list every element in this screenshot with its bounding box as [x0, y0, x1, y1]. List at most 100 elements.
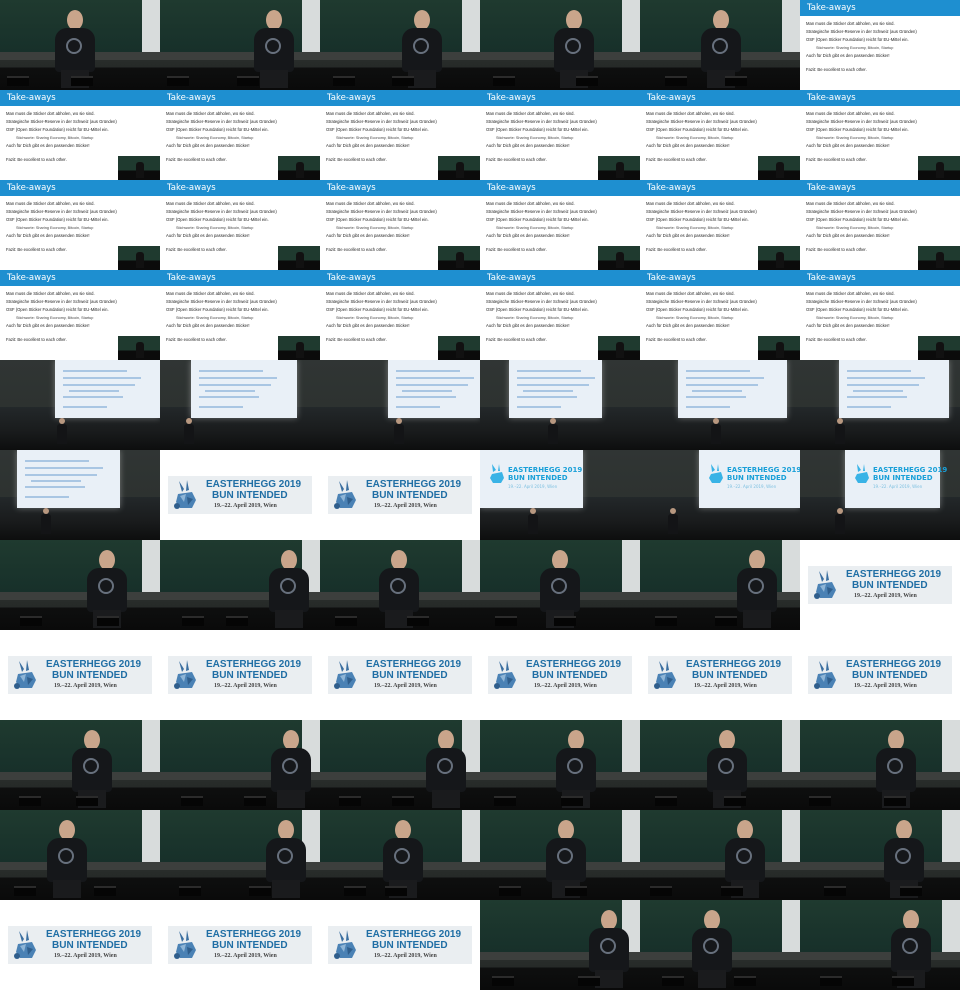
slide-thumbnail[interactable]: Take-aways Man muss die Sticker dort abh…: [480, 90, 640, 180]
title-card-thumbnail[interactable]: EASTERHEGG 2019 BUN INTENDED 19.–22. Apr…: [160, 630, 320, 720]
projected-text-line: [63, 377, 141, 379]
rabbit-logo-icon: [334, 930, 356, 959]
event-name: EASTERHEGG 2019: [206, 929, 302, 940]
slide-bullet: Auch für Dich gibt es den passenden Stic…: [326, 233, 410, 238]
speaker-camera-thumbnail[interactable]: [320, 720, 480, 810]
room-wide-thumbnail[interactable]: EASTERHEGG 2019 BUN INTENDED 19.–22. Apr…: [800, 450, 960, 540]
slide-thumbnail[interactable]: Take-aways Man muss die Sticker dort abh…: [160, 180, 320, 270]
slide-thumbnail[interactable]: Take-aways Man muss die Sticker dort abh…: [320, 90, 480, 180]
slide-thumbnail[interactable]: Take-aways Man muss die Sticker dort abh…: [480, 270, 640, 360]
stage-edge: [0, 592, 160, 600]
room-wide-thumbnail[interactable]: [160, 360, 320, 450]
title-card-thumbnail[interactable]: EASTERHEGG 2019 BUN INTENDED 19.–22. Apr…: [160, 450, 320, 540]
speaker-camera-thumbnail[interactable]: [160, 720, 320, 810]
title-card-thumbnail[interactable]: EASTERHEGG 2019 BUN INTENDED 19.–22. Apr…: [480, 630, 640, 720]
speaker-camera-thumbnail[interactable]: [0, 0, 160, 90]
speaker-camera-thumbnail[interactable]: [480, 720, 640, 810]
speaker-camera-thumbnail[interactable]: [640, 0, 800, 90]
title-card-thumbnail[interactable]: EASTERHEGG 2019 BUN INTENDED 19.–22. Apr…: [640, 630, 800, 720]
projected-text-line: [199, 384, 271, 386]
slide-bullet-list: Man muss die Sticker dort abholen, wo si…: [646, 200, 796, 254]
room-wide-thumbnail[interactable]: [480, 360, 640, 450]
slide-thumbnail[interactable]: Take-aways Man muss die Sticker dort abh…: [320, 270, 480, 360]
speaker-camera-thumbnail[interactable]: [320, 0, 480, 90]
title-card-thumbnail[interactable]: EASTERHEGG 2019 BUN INTENDED 19.–22. Apr…: [0, 900, 160, 990]
speaker-camera-thumbnail[interactable]: [480, 540, 640, 630]
slide-thumbnail[interactable]: Take-aways Man muss die Sticker dort abh…: [800, 180, 960, 270]
room-wide-thumbnail[interactable]: EASTERHEGG 2019 BUN INTENDED 19.–22. Apr…: [480, 450, 640, 540]
speaker-figure: [552, 4, 596, 88]
speaker-figure: [548, 418, 558, 444]
slide-thumbnail[interactable]: Take-aways Man muss die Sticker dort abh…: [640, 90, 800, 180]
room-wide-thumbnail[interactable]: [320, 360, 480, 450]
picture-in-picture-camera: [598, 246, 640, 270]
speaker-camera-thumbnail[interactable]: [0, 810, 160, 900]
title-card-thumbnail[interactable]: EASTERHEGG 2019 BUN INTENDED 19.–22. Apr…: [800, 630, 960, 720]
speaker-head: [281, 550, 297, 570]
slide-thumbnail[interactable]: Take-aways Man muss die Sticker dort abh…: [640, 270, 800, 360]
slide-thumbnail[interactable]: Take-aways Man muss die Sticker dort abh…: [320, 180, 480, 270]
laptop-icon: [824, 886, 846, 896]
slide-bullet: Stichworte: Sharing Economy, Bitcoin, St…: [176, 226, 254, 230]
easterhegg-banner: EASTERHEGG 2019 BUN INTENDED 19.–22. Apr…: [168, 926, 312, 964]
stage-edge: [640, 862, 800, 870]
speaker-camera-thumbnail[interactable]: [640, 900, 800, 990]
room-wide-thumbnail[interactable]: [0, 360, 160, 450]
slide-bullet: OSF (Open Sticker Foundation) reicht für…: [486, 127, 589, 132]
speaker-camera-thumbnail[interactable]: [0, 720, 160, 810]
laptop-icon: [493, 76, 515, 86]
speaker-camera-thumbnail[interactable]: [800, 810, 960, 900]
speaker-camera-thumbnail[interactable]: [160, 810, 320, 900]
stage-edge: [320, 772, 480, 780]
title-card-thumbnail[interactable]: EASTERHEGG 2019 BUN INTENDED 19.–22. Apr…: [320, 630, 480, 720]
speaker-camera-thumbnail[interactable]: [160, 0, 320, 90]
speaker-camera-thumbnail[interactable]: [0, 540, 160, 630]
speaker-camera-thumbnail[interactable]: [640, 720, 800, 810]
room-wide-thumbnail[interactable]: [800, 360, 960, 450]
slide-thumbnail[interactable]: Take-aways Man muss die Sticker dort abh…: [800, 0, 960, 90]
speaker-camera-thumbnail[interactable]: [480, 0, 640, 90]
slide-thumbnail[interactable]: Take-aways Man muss die Sticker dort abh…: [800, 270, 960, 360]
room-wide-thumbnail[interactable]: [0, 450, 160, 540]
speaker-camera-thumbnail[interactable]: [480, 900, 640, 990]
title-card-thumbnail[interactable]: EASTERHEGG 2019 BUN INTENDED 19.–22. Apr…: [0, 630, 160, 720]
laptop-icon: [182, 616, 204, 626]
slide-thumbnail[interactable]: Take-aways Man muss die Sticker dort abh…: [0, 90, 160, 180]
projector-screen-edge: [942, 720, 960, 778]
title-card-thumbnail[interactable]: EASTERHEGG 2019 BUN INTENDED 19.–22. Apr…: [320, 450, 480, 540]
slide-thumbnail[interactable]: Take-aways Man muss die Sticker dort abh…: [480, 180, 640, 270]
shirt-print-icon: [887, 758, 903, 774]
slide-thumbnail[interactable]: Take-aways Man muss die Sticker dort abh…: [800, 90, 960, 180]
title-card-thumbnail[interactable]: EASTERHEGG 2019 BUN INTENDED 19.–22. Apr…: [320, 900, 480, 990]
event-motto: BUN INTENDED: [852, 580, 928, 591]
slide-thumbnail[interactable]: Take-aways Man muss die Sticker dort abh…: [0, 180, 160, 270]
slide-thumbnail[interactable]: Take-aways Man muss die Sticker dort abh…: [640, 180, 800, 270]
title-card-thumbnail[interactable]: EASTERHEGG 2019 BUN INTENDED 19.–22. Apr…: [160, 900, 320, 990]
speaker-camera-thumbnail[interactable]: [640, 540, 800, 630]
speaker-head: [278, 820, 294, 840]
slide-bullet: Fazit: Be excellent to each other.: [806, 337, 867, 342]
event-date-location: 19.–22. April 2019, Wien: [374, 953, 437, 959]
speaker-camera-thumbnail[interactable]: [800, 720, 960, 810]
speaker-head: [737, 820, 753, 840]
speaker-camera-thumbnail[interactable]: [320, 540, 480, 630]
slide-bullet: OSF (Open Sticker Foundation) reicht für…: [486, 307, 589, 312]
speaker-camera-thumbnail[interactable]: [800, 900, 960, 990]
room-wide-thumbnail[interactable]: [640, 360, 800, 450]
slide-bullet: Stichworte: Sharing Economy, Bitcoin, St…: [816, 46, 894, 50]
slide-thumbnail[interactable]: Take-aways Man muss die Sticker dort abh…: [160, 90, 320, 180]
slide-thumbnail[interactable]: Take-aways Man muss die Sticker dort abh…: [160, 270, 320, 360]
speaker-camera-thumbnail[interactable]: [480, 810, 640, 900]
room-wide-thumbnail[interactable]: EASTERHEGG 2019 BUN INTENDED 19.–22. Apr…: [640, 450, 800, 540]
picture-in-picture-camera: [118, 156, 160, 180]
stage-edge: [800, 862, 960, 870]
speaker-camera-thumbnail[interactable]: [160, 540, 320, 630]
speaker-camera-thumbnail[interactable]: [320, 810, 480, 900]
slide-bullet: Man muss die Sticker dort abholen, wo si…: [166, 111, 255, 116]
title-card-thumbnail[interactable]: EASTERHEGG 2019 BUN INTENDED 19.–22. Apr…: [800, 540, 960, 630]
slide-thumbnail[interactable]: Take-aways Man muss die Sticker dort abh…: [0, 270, 160, 360]
speaker-camera-thumbnail[interactable]: [640, 810, 800, 900]
laptop-icon: [333, 76, 355, 86]
stage-edge: [480, 952, 640, 960]
event-name: EASTERHEGG 2019: [366, 929, 462, 940]
